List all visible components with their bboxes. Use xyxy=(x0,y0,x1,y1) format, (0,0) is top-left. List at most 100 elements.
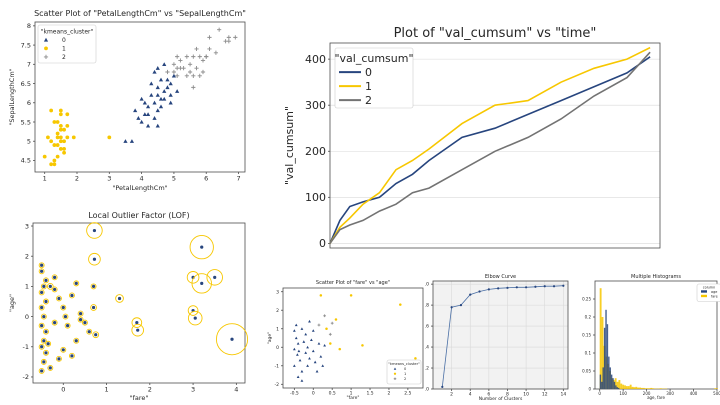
plus-point xyxy=(43,54,49,59)
hist-bar-age xyxy=(603,327,606,389)
triangle-point xyxy=(175,89,180,93)
legend-label: 2 xyxy=(365,94,372,107)
data-point xyxy=(193,316,197,320)
x-tick-label: 0 xyxy=(61,386,65,394)
chart-title: Scatter Plot of "fare" vs "age" xyxy=(316,280,390,286)
legend-swatch xyxy=(701,290,707,293)
plot-area xyxy=(433,281,568,389)
circle-point xyxy=(55,131,60,136)
circle-point xyxy=(55,120,60,124)
y-tick-label: 5 xyxy=(27,138,31,146)
outlier-circle xyxy=(62,313,69,320)
triangle-point xyxy=(133,108,138,113)
triangle-point xyxy=(155,66,160,70)
legend-swatch xyxy=(701,294,707,298)
val-cumsum-chart: 0 100 200 300 400 Plot of "val_cumsum" vs "ti… xyxy=(283,26,661,250)
triangle-point xyxy=(300,379,304,382)
triangle-point xyxy=(308,356,311,360)
data-point xyxy=(42,360,46,364)
triangle-point xyxy=(302,340,306,343)
outlier-circle xyxy=(40,313,47,320)
x-tick-label: 8 xyxy=(506,392,509,398)
outlier-circle xyxy=(77,310,84,317)
triangle-point xyxy=(142,112,147,116)
hist-bar-fare xyxy=(642,387,645,389)
hist-bar-fare xyxy=(646,388,649,389)
legend-title: column xyxy=(703,286,715,290)
triangle-point xyxy=(123,139,128,143)
triangle-point xyxy=(296,342,300,345)
series-line-0 xyxy=(329,56,651,244)
x-tick-label: 2 xyxy=(450,392,453,398)
data-point xyxy=(44,351,48,355)
outlier-circle xyxy=(215,323,249,356)
outlier-circle xyxy=(68,352,75,359)
triangle-point xyxy=(162,89,167,93)
data-point xyxy=(200,281,204,285)
triangle-point xyxy=(171,73,177,78)
outlier-circle xyxy=(47,364,54,371)
x-tick-label: 1.5 xyxy=(366,391,373,397)
hist-bar-fare xyxy=(650,387,653,389)
circle-point xyxy=(52,158,57,163)
x-axis-label: "PetalLengthCm" xyxy=(112,184,167,192)
outlier-circle xyxy=(38,262,45,269)
triangle-point xyxy=(139,119,144,124)
plus-point xyxy=(200,69,206,75)
data-point xyxy=(42,339,46,343)
x-tick-label: 400 xyxy=(690,391,698,396)
triangle-point xyxy=(168,81,173,86)
chart-title: Multiple Histograms xyxy=(631,274,681,280)
x-tick-label: 4 xyxy=(140,175,144,183)
data-point xyxy=(87,330,91,334)
plus-point xyxy=(191,85,196,90)
plus-point xyxy=(187,62,193,67)
triangle-point xyxy=(162,62,167,66)
outlier-circle xyxy=(86,222,103,239)
x-axis-label: Number of Clusters xyxy=(479,396,523,402)
outlier-circle xyxy=(40,283,47,290)
elbow-point xyxy=(525,286,528,289)
triangle-point xyxy=(292,329,296,332)
triangle-point xyxy=(321,364,325,367)
data-point xyxy=(135,321,139,325)
data-point xyxy=(78,318,83,322)
plus-point xyxy=(207,35,212,40)
plus-point xyxy=(197,73,202,78)
triangle-point xyxy=(43,37,49,42)
hist-bar-fare xyxy=(631,386,634,389)
hist-bar-fare xyxy=(601,317,604,389)
outlier-circle xyxy=(60,304,67,311)
triangle-point xyxy=(155,108,160,113)
x-axis-label: age, fare xyxy=(647,395,665,400)
hist-bar-age xyxy=(605,309,607,389)
plus-point xyxy=(191,73,196,78)
y-tick-label: 300 xyxy=(305,99,326,112)
triangle-point xyxy=(155,85,160,90)
data-point xyxy=(46,342,50,346)
hist-bar-fare xyxy=(625,386,628,389)
outlier-circle xyxy=(51,274,58,281)
legend-box xyxy=(334,47,414,109)
triangle-point xyxy=(149,92,154,97)
triangle-point xyxy=(168,92,173,97)
x-tick-label: 1 xyxy=(104,386,108,394)
outlier-circle xyxy=(86,328,93,335)
outlier-circle xyxy=(206,269,223,286)
elbow-point xyxy=(552,285,556,288)
hist-bar-fare xyxy=(637,387,640,389)
triangle-point xyxy=(292,364,296,367)
circle-point xyxy=(325,327,328,331)
circle-point xyxy=(361,344,364,347)
series-line-1 xyxy=(329,46,651,244)
elbow-point xyxy=(515,286,518,289)
y-tick-label: 3 xyxy=(25,222,29,230)
x-tick-label: 3 xyxy=(107,175,111,183)
y-tick-label: 1 xyxy=(25,283,29,291)
outlier-circle xyxy=(56,355,62,362)
y-tick-label: -1 xyxy=(275,363,280,369)
data-point xyxy=(40,369,44,373)
legend-label: fare xyxy=(711,295,718,299)
legend-box xyxy=(386,359,422,385)
